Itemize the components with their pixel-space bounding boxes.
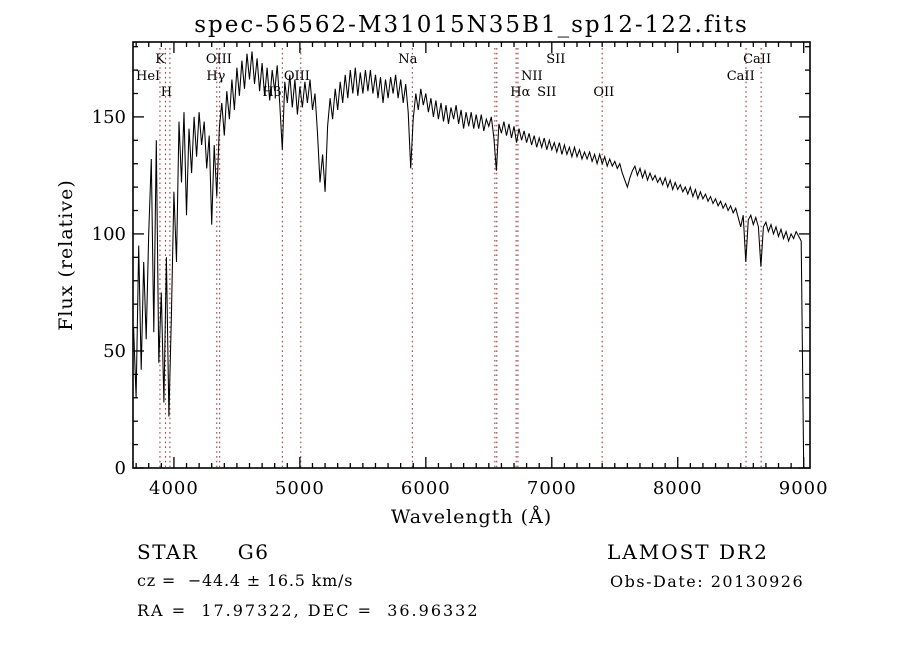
radial-velocity-text: cz = −44.4 ± 16.5 km/s	[137, 571, 354, 590]
line-label: CaII	[743, 52, 771, 67]
x-axis-label: Wavelength (Å)	[390, 506, 553, 528]
line-label: SII	[537, 85, 556, 100]
x-tick-label: 6000	[401, 478, 451, 499]
line-label: Hβ	[262, 85, 281, 100]
obs-date-text: Obs-Date: 20130926	[610, 572, 805, 591]
line-label: K	[155, 52, 165, 67]
x-tick-labels: 4000 5000 6000 7000 8000 9000	[149, 478, 829, 499]
line-label: OIII	[284, 69, 310, 84]
y-tick-label: 0	[115, 458, 126, 479]
survey-text: LAMOST DR2	[607, 540, 769, 564]
y-tick-label: 150	[92, 107, 126, 128]
y-tick-labels: 0 50 100 150	[92, 107, 126, 479]
classification-text: STAR G6	[137, 540, 270, 564]
x-tick-label: 8000	[653, 478, 703, 499]
x-tick-label: 5000	[275, 478, 325, 499]
x-tick-label: 7000	[527, 478, 577, 499]
line-label: Hγ	[206, 69, 225, 84]
line-label: Hα	[510, 85, 530, 100]
y-tick-label: 50	[103, 341, 126, 362]
line-label: OIII	[206, 52, 232, 67]
plot-frame	[132, 41, 811, 469]
spectrum-trace	[133, 51, 805, 469]
line-label: H	[161, 85, 172, 100]
line-label: CaII	[727, 69, 755, 84]
ra-dec-text: RA = 17.97322, DEC = 36.96332	[137, 601, 480, 620]
line-label: Na	[398, 52, 417, 67]
plot-title: spec-56562-M31015N35B1_sp12-122.fits	[194, 12, 749, 38]
y-axis-label: Flux (relative)	[55, 179, 77, 331]
x-tick-label: 9000	[779, 478, 829, 499]
axis-ticks	[133, 42, 810, 469]
x-tick-label: 4000	[149, 478, 199, 499]
line-label: HeI	[136, 69, 160, 84]
y-tick-label: 100	[92, 224, 126, 245]
line-label: NII	[521, 69, 543, 84]
line-label: OII	[593, 85, 614, 100]
line-label: SII	[546, 52, 565, 67]
